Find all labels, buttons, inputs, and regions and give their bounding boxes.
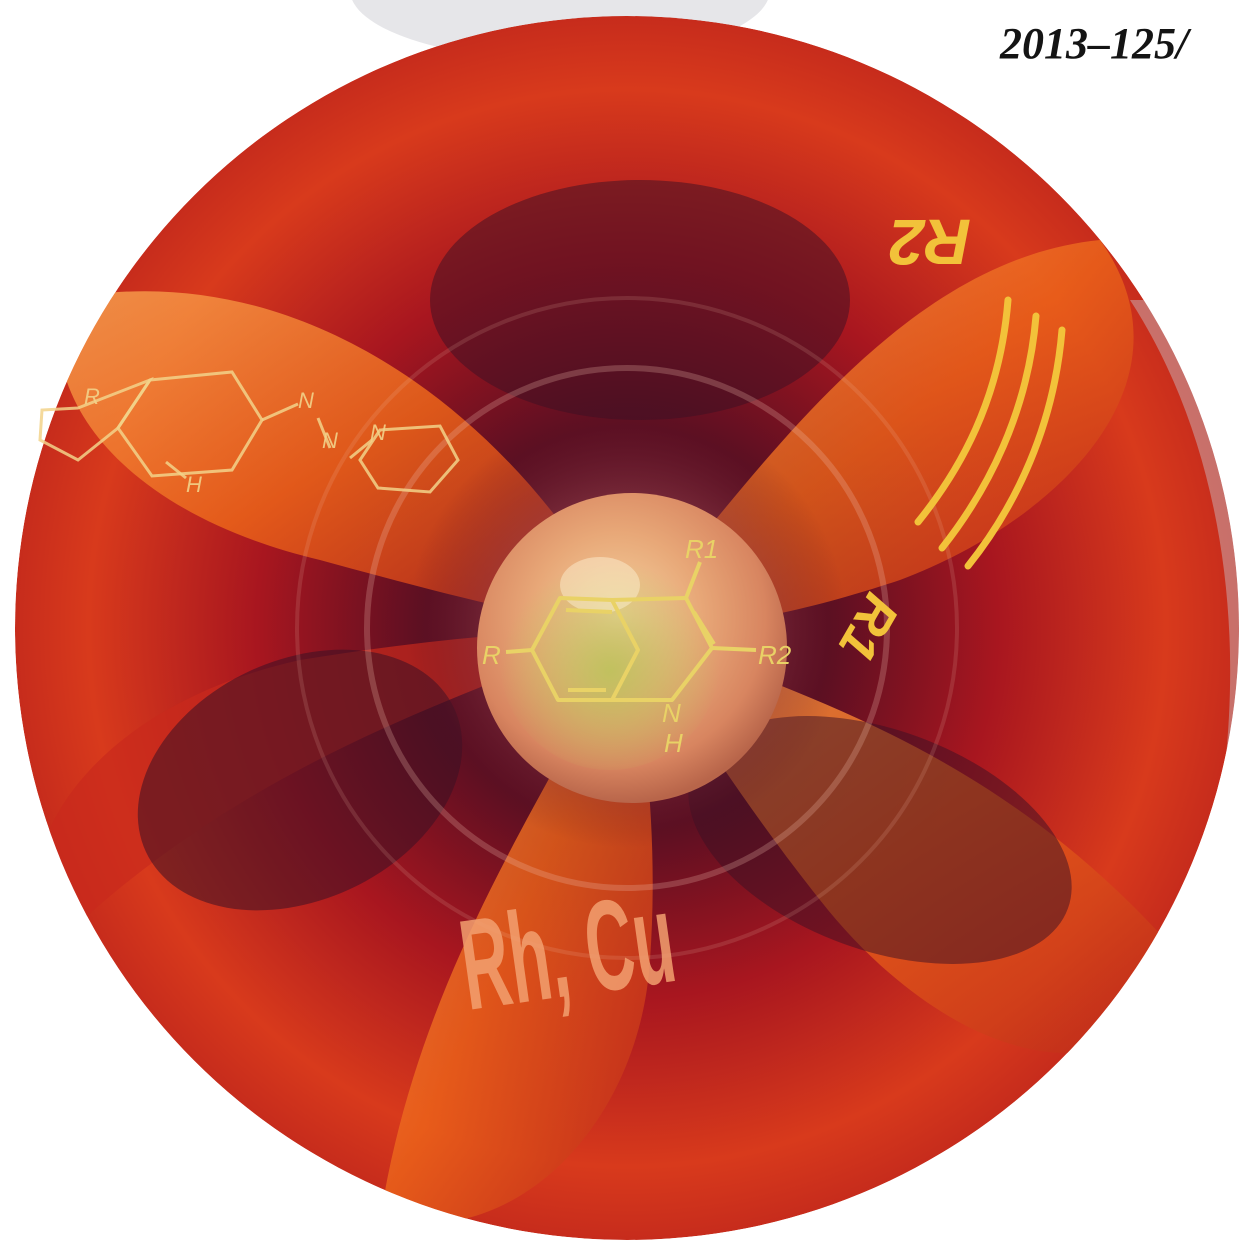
triazene-n3-label: N	[370, 420, 386, 445]
product-r2-label: R2	[758, 640, 792, 670]
triazene-r-label: R	[84, 384, 100, 409]
triazene-h-label: H	[186, 472, 202, 497]
issue-label: 2013–125/	[1000, 19, 1189, 68]
svg-text:N: N	[370, 420, 386, 445]
product-r1-label: R1	[685, 534, 718, 564]
svg-text:R: R	[482, 640, 501, 670]
svg-text:R2: R2	[889, 206, 971, 278]
indole-sphere: R1 R2 R N H	[477, 493, 792, 803]
svg-text:N: N	[298, 388, 314, 413]
product-h-label: H	[664, 728, 683, 758]
triazene-structure: R N N N H	[38, 370, 460, 497]
catalyst-label: Rh, Cu	[452, 864, 683, 1037]
product-n-label: N	[662, 698, 681, 728]
triazene-n1-label: N	[298, 388, 314, 413]
triazene-n2-label: N	[322, 428, 338, 453]
svg-text:R1: R1	[685, 534, 718, 564]
svg-text:R2: R2	[758, 640, 792, 670]
alkyne-r2-label: R2	[889, 206, 971, 278]
product-r-label: R	[482, 640, 501, 670]
svg-text:N: N	[662, 698, 681, 728]
svg-text:H: H	[186, 472, 202, 497]
svg-text:R: R	[84, 384, 100, 409]
svg-text:N: N	[322, 428, 338, 453]
svg-text:H: H	[664, 728, 683, 758]
